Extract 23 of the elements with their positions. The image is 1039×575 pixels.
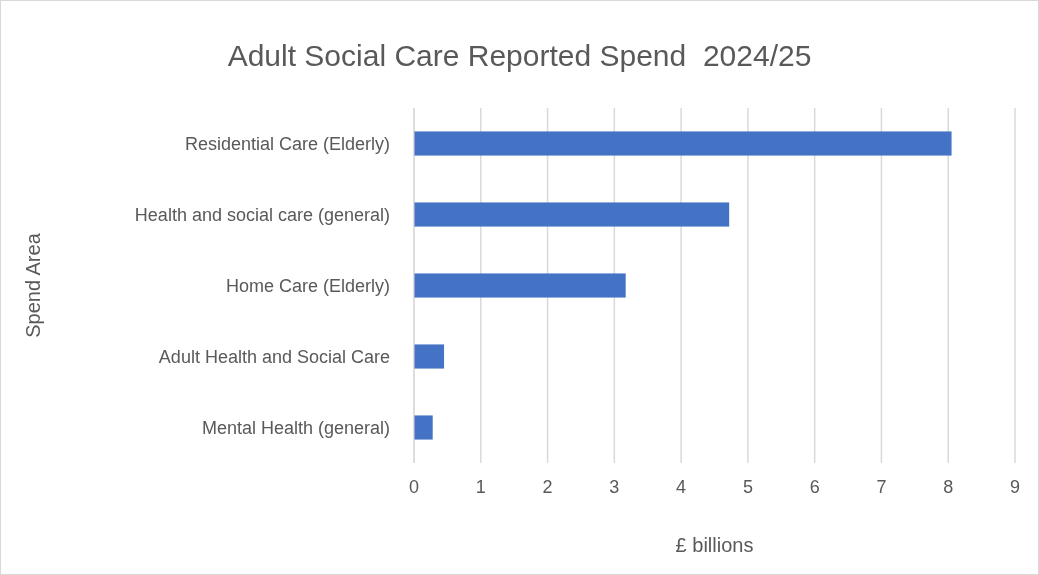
x-tick-label: 1 [475,477,486,497]
bar [414,415,433,440]
y-tick-label: Home Care (Elderly) [225,275,390,296]
bar [414,202,730,227]
x-tick-label: 4 [676,477,687,497]
y-tick-label: Adult Health and Social Care [158,346,390,367]
y-tick-label: Health and social care (general) [134,204,390,225]
x-tick-label: 2 [542,477,553,497]
y-axis-title: Spend Area [22,232,44,338]
bar [414,273,626,298]
x-axis-title: £ billions [675,534,754,556]
bar [414,131,952,156]
x-tick-label: 3 [609,477,620,497]
y-tick-label: Mental Health (general) [201,417,390,438]
y-tick-label: Residential Care (Elderly) [184,133,390,154]
x-tick-label: 7 [876,477,887,497]
x-tick-label: 8 [943,477,954,497]
x-tick-label: 9 [1009,477,1021,497]
chart-title: Adult Social Care Reported Spend 2024/25 [227,39,812,72]
x-tick-label: 5 [742,477,753,497]
bar [414,344,445,369]
x-tick-label: 0 [408,477,420,497]
x-tick-label: 6 [809,477,820,497]
